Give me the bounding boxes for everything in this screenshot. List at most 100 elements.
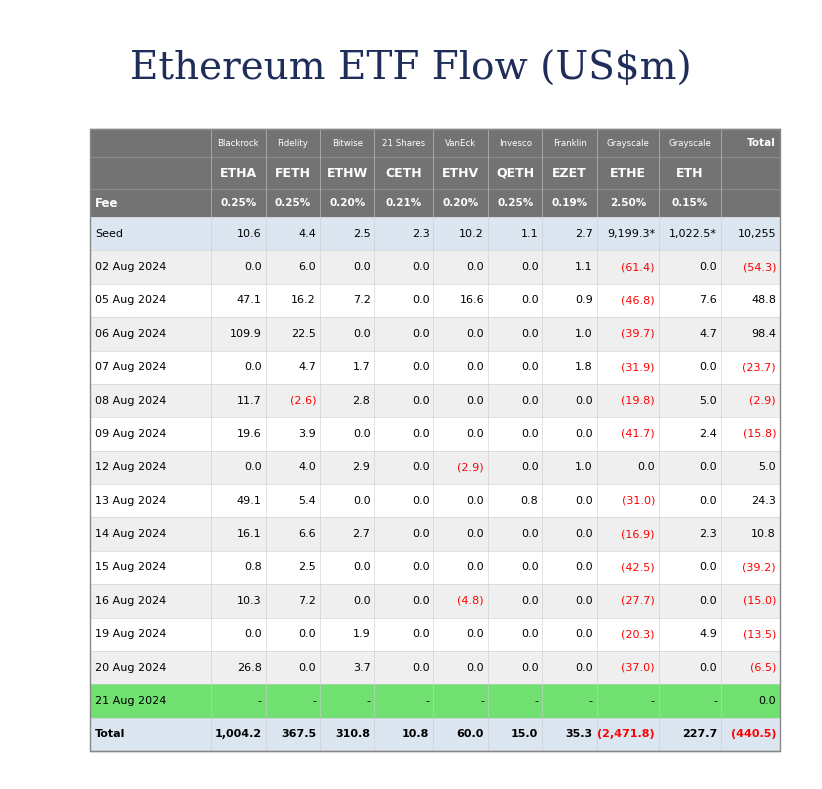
Text: 0.0: 0.0 bbox=[412, 596, 429, 606]
Bar bbox=[90, 484, 780, 518]
Text: 0.0: 0.0 bbox=[353, 429, 371, 439]
Text: -: - bbox=[651, 696, 655, 706]
Text: 0.0: 0.0 bbox=[575, 429, 593, 439]
Text: QETH: QETH bbox=[496, 166, 534, 180]
Text: -: - bbox=[367, 696, 371, 706]
Text: 109.9: 109.9 bbox=[229, 329, 261, 338]
Text: 0.0: 0.0 bbox=[466, 262, 484, 272]
Text: 0.0: 0.0 bbox=[353, 262, 371, 272]
Text: 2.5: 2.5 bbox=[298, 563, 316, 573]
Text: 6.6: 6.6 bbox=[298, 529, 316, 539]
Text: 7.6: 7.6 bbox=[700, 295, 717, 305]
Text: 0.0: 0.0 bbox=[466, 362, 484, 372]
Text: 0.21%: 0.21% bbox=[386, 198, 423, 208]
Bar bbox=[90, 384, 780, 417]
Text: Total: Total bbox=[95, 729, 126, 739]
Text: (39.2): (39.2) bbox=[742, 563, 776, 573]
Text: 1,004.2: 1,004.2 bbox=[215, 729, 261, 739]
Text: Fee: Fee bbox=[95, 196, 118, 210]
Text: 0.25%: 0.25% bbox=[275, 198, 311, 208]
Text: 0.20%: 0.20% bbox=[329, 198, 365, 208]
Text: 0.0: 0.0 bbox=[700, 663, 717, 672]
Text: 10.8: 10.8 bbox=[402, 729, 429, 739]
Text: ETHE: ETHE bbox=[610, 166, 646, 180]
Text: 26.8: 26.8 bbox=[237, 663, 261, 672]
Text: 10.2: 10.2 bbox=[459, 229, 484, 239]
Text: 14 Aug 2024: 14 Aug 2024 bbox=[95, 529, 166, 539]
Text: 0.0: 0.0 bbox=[521, 462, 538, 473]
Text: 0.0: 0.0 bbox=[700, 596, 717, 606]
Bar bbox=[90, 189, 780, 217]
Text: -: - bbox=[589, 696, 593, 706]
Text: 0.25%: 0.25% bbox=[220, 198, 256, 208]
Text: Total: Total bbox=[747, 138, 776, 148]
Text: 2.8: 2.8 bbox=[353, 395, 371, 406]
Text: -: - bbox=[534, 696, 538, 706]
Text: 20 Aug 2024: 20 Aug 2024 bbox=[95, 663, 166, 672]
Text: 0.0: 0.0 bbox=[637, 462, 655, 473]
Bar bbox=[90, 551, 780, 584]
Text: (6.5): (6.5) bbox=[750, 663, 776, 672]
Text: (46.8): (46.8) bbox=[621, 295, 655, 305]
Text: (31.9): (31.9) bbox=[621, 362, 655, 372]
Text: 10.3: 10.3 bbox=[237, 596, 261, 606]
Text: 19.6: 19.6 bbox=[237, 429, 261, 439]
Text: 0.0: 0.0 bbox=[700, 495, 717, 506]
Text: (42.5): (42.5) bbox=[621, 563, 655, 573]
Text: 7.2: 7.2 bbox=[353, 295, 371, 305]
Text: 24.3: 24.3 bbox=[751, 495, 776, 506]
Text: 60.0: 60.0 bbox=[456, 729, 484, 739]
Text: 0.0: 0.0 bbox=[412, 295, 429, 305]
Text: (2.9): (2.9) bbox=[750, 395, 776, 406]
Text: 0.0: 0.0 bbox=[466, 429, 484, 439]
Text: 0.0: 0.0 bbox=[244, 629, 261, 639]
Text: 0.0: 0.0 bbox=[521, 295, 538, 305]
Text: Grayscale: Grayscale bbox=[668, 139, 711, 148]
Text: Grayscale: Grayscale bbox=[607, 139, 649, 148]
Text: 2.7: 2.7 bbox=[575, 229, 593, 239]
Text: FETH: FETH bbox=[275, 166, 311, 180]
Text: 19 Aug 2024: 19 Aug 2024 bbox=[95, 629, 166, 639]
Text: 48.8: 48.8 bbox=[751, 295, 776, 305]
Text: 0.0: 0.0 bbox=[244, 262, 261, 272]
Text: 0.0: 0.0 bbox=[412, 563, 429, 573]
Text: 0.0: 0.0 bbox=[412, 262, 429, 272]
Text: ETHV: ETHV bbox=[442, 166, 479, 180]
Bar bbox=[90, 518, 780, 551]
Text: 0.0: 0.0 bbox=[412, 629, 429, 639]
Text: 2.3: 2.3 bbox=[412, 229, 429, 239]
Text: 0.0: 0.0 bbox=[700, 563, 717, 573]
Bar bbox=[90, 451, 780, 484]
Text: 09 Aug 2024: 09 Aug 2024 bbox=[95, 429, 166, 439]
Text: 227.7: 227.7 bbox=[681, 729, 717, 739]
Text: 0.0: 0.0 bbox=[412, 429, 429, 439]
Text: 35.3: 35.3 bbox=[566, 729, 593, 739]
Text: 21 Shares: 21 Shares bbox=[382, 139, 426, 148]
Text: 07 Aug 2024: 07 Aug 2024 bbox=[95, 362, 166, 372]
Text: ETH: ETH bbox=[677, 166, 704, 180]
Text: 21 Aug 2024: 21 Aug 2024 bbox=[95, 696, 166, 706]
Text: -: - bbox=[426, 696, 429, 706]
Text: 3.9: 3.9 bbox=[298, 429, 316, 439]
Text: 08 Aug 2024: 08 Aug 2024 bbox=[95, 395, 166, 406]
Text: 310.8: 310.8 bbox=[335, 729, 371, 739]
Bar bbox=[90, 618, 780, 651]
Text: (39.7): (39.7) bbox=[621, 329, 655, 338]
Text: 1.9: 1.9 bbox=[353, 629, 371, 639]
Text: 5.0: 5.0 bbox=[759, 462, 776, 473]
Text: 0.0: 0.0 bbox=[521, 596, 538, 606]
Text: -: - bbox=[257, 696, 261, 706]
Text: 0.0: 0.0 bbox=[700, 262, 717, 272]
Text: 1.0: 1.0 bbox=[575, 462, 593, 473]
Text: 0.8: 0.8 bbox=[520, 495, 538, 506]
Text: 0.9: 0.9 bbox=[575, 295, 593, 305]
Text: 0.0: 0.0 bbox=[244, 462, 261, 473]
Bar bbox=[90, 350, 780, 384]
Text: 2.4: 2.4 bbox=[700, 429, 717, 439]
Text: 0.0: 0.0 bbox=[575, 596, 593, 606]
Bar bbox=[90, 157, 780, 189]
Text: (31.0): (31.0) bbox=[621, 495, 655, 506]
Text: 0.0: 0.0 bbox=[466, 663, 484, 672]
Text: 16.6: 16.6 bbox=[459, 295, 484, 305]
Text: 2.5: 2.5 bbox=[353, 229, 371, 239]
